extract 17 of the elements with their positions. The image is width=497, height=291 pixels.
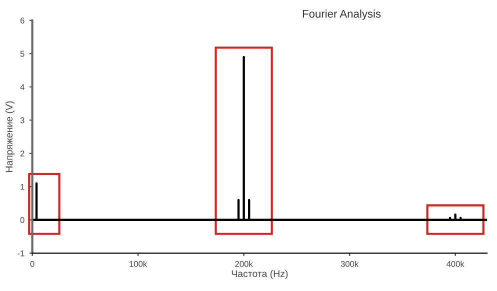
y-tick-label: 3 (20, 117, 24, 124)
x-tick-label: 100k (130, 260, 148, 267)
x-axis-title: Частота (Hz) (232, 270, 288, 280)
x-tick-label: 400k (446, 260, 464, 267)
x-tick-label: 300k (340, 260, 359, 267)
y-tick-label: 1 (20, 184, 24, 190)
chart-title: Fourier Analysis (302, 10, 381, 20)
y-tick-label: 6 (20, 18, 24, 24)
y-tick-label: 0 (20, 217, 24, 224)
x-tick-label: 200k (235, 260, 253, 267)
y-tick-label: 4 (20, 84, 24, 90)
x-tick-label: 0 (30, 261, 34, 267)
y-tick-label: 5 (20, 50, 24, 57)
y-tick-label: 2 (20, 150, 24, 156)
y-axis-title: Напряжение (V) (5, 101, 14, 172)
line-series (32, 56, 488, 222)
y-tick-label: -1 (18, 250, 24, 256)
